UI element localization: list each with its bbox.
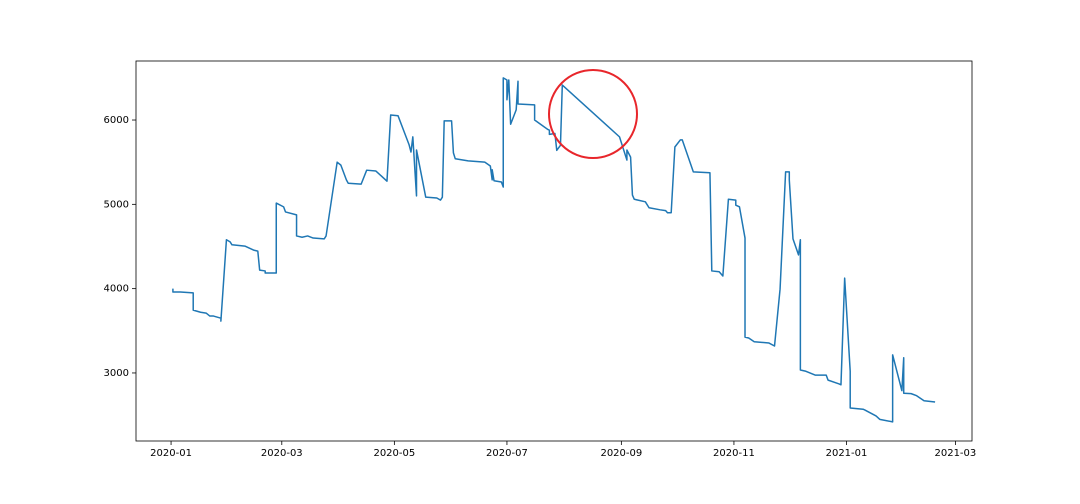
highlight-circle bbox=[548, 69, 638, 159]
marks bbox=[172, 77, 936, 423]
x-tick-label: 2020-03 bbox=[261, 448, 303, 459]
y-tick-label: 4000 bbox=[104, 284, 129, 295]
data-line bbox=[172, 77, 936, 423]
x-tick-label: 2020-05 bbox=[373, 448, 415, 459]
y-tick-label: 6000 bbox=[104, 115, 129, 126]
x-tick-label: 2020-01 bbox=[150, 448, 192, 459]
x-tick-label: 2021-01 bbox=[826, 448, 868, 459]
y-tick-label: 3000 bbox=[104, 368, 129, 379]
x-tick-label: 2020-07 bbox=[486, 448, 528, 459]
x-tick-label: 2020-09 bbox=[600, 448, 642, 459]
x-tick-label: 2020-11 bbox=[713, 448, 755, 459]
plot-frame bbox=[135, 60, 973, 442]
y-tick-label: 5000 bbox=[104, 199, 129, 210]
x-tick-label: 2021-03 bbox=[934, 448, 976, 459]
